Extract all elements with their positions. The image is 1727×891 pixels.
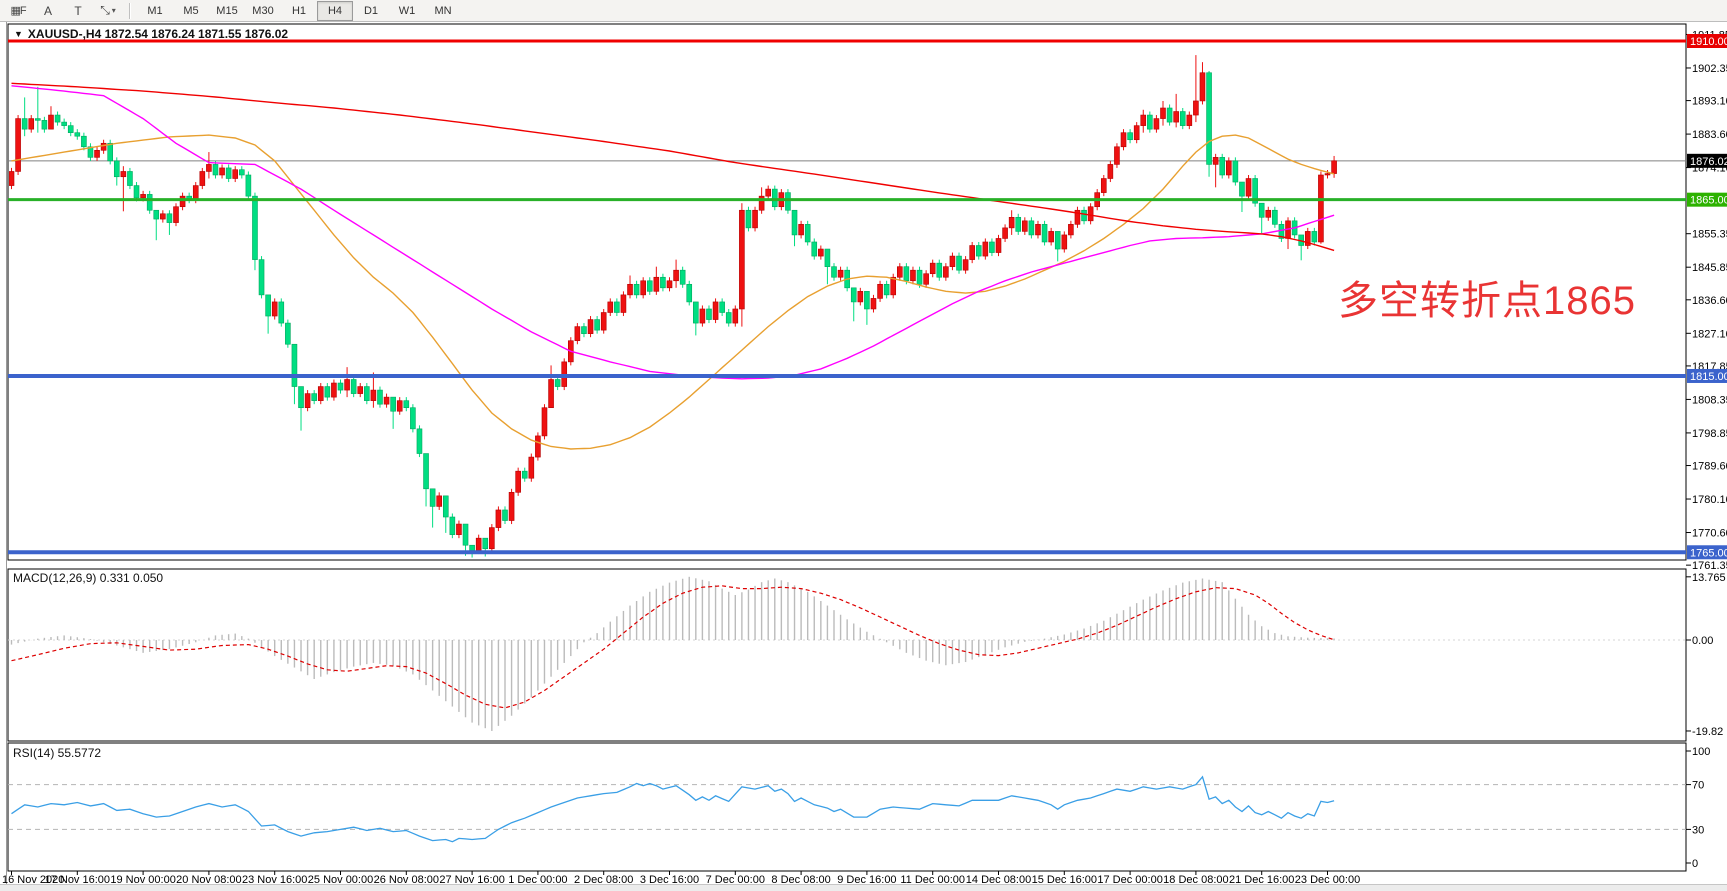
svg-text:1865.00: 1865.00 [1690, 195, 1727, 207]
timeframe-button-m5[interactable]: M5 [183, 4, 199, 17]
collapse-triangle-icon[interactable]: ▼ [14, 29, 23, 39]
rsi-pane[interactable]: 100 70 30 0 [8, 746, 1710, 870]
text-label-icon[interactable]: A [34, 1, 62, 21]
svg-text:26 Nov 08:00: 26 Nov 08:00 [374, 874, 439, 886]
svg-text:1789.60: 1789.60 [1692, 461, 1727, 473]
candlestick-series[interactable] [9, 55, 1337, 558]
svg-text:1780.10: 1780.10 [1692, 494, 1727, 506]
svg-text:100: 100 [1692, 746, 1710, 758]
macd-histogram [10, 576, 1335, 731]
timeframe-button-m1[interactable]: M1 [147, 4, 163, 17]
arrows-glyph: ⤡ [100, 3, 110, 17]
svg-text:13.765: 13.765 [1692, 572, 1726, 584]
svg-text:11 Dec 00:00: 11 Dec 00:00 [900, 874, 965, 886]
symbol-header: ▼ XAUUSD-,H4 1872.54 1876.24 1871.55 187… [14, 27, 288, 41]
svg-text:20 Nov 08:00: 20 Nov 08:00 [176, 874, 241, 886]
macd-pane[interactable]: 13.765 0.00 -19.82 [8, 572, 1726, 738]
toolbar: ▦F A T ⤡ ▾ M1 M5 M15 M30 H1 H4 D1 W1 MN [0, 0, 1727, 22]
svg-text:2 Dec 08:00: 2 Dec 08:00 [574, 874, 633, 886]
svg-text:1902.35: 1902.35 [1692, 63, 1727, 75]
svg-text:23 Nov 16:00: 23 Nov 16:00 [242, 874, 307, 886]
svg-text:1836.60: 1836.60 [1692, 295, 1727, 307]
macd-signal-line [11, 585, 1335, 709]
svg-text:1798.85: 1798.85 [1692, 428, 1727, 440]
svg-text:7 Dec 00:00: 7 Dec 00:00 [706, 874, 765, 886]
svg-text:15 Dec 16:00: 15 Dec 16:00 [1032, 874, 1097, 886]
svg-text:9 Dec 16:00: 9 Dec 16:00 [837, 874, 896, 886]
svg-text:21 Dec 16:00: 21 Dec 16:00 [1229, 874, 1294, 886]
ma-red [11, 82, 1335, 252]
toolbar-separator [129, 2, 130, 19]
svg-text:14 Dec 08:00: 14 Dec 08:00 [966, 874, 1031, 886]
svg-text:17 Dec 00:00: 17 Dec 00:00 [1097, 874, 1162, 886]
svg-text:1845.85: 1845.85 [1692, 262, 1727, 274]
text-box-glyph: T [74, 3, 82, 18]
main-chart-pane[interactable] [8, 55, 1686, 558]
timeframe-button-m15[interactable]: M15 [216, 4, 238, 17]
symbol-ohlc-text: XAUUSD-,H4 1872.54 1876.24 1871.55 1876.… [27, 27, 289, 41]
svg-text:1 Dec 00:00: 1 Dec 00:00 [508, 874, 567, 886]
svg-text:1910.00: 1910.00 [1690, 36, 1727, 48]
svg-text:1808.35: 1808.35 [1692, 394, 1727, 406]
svg-text:1876.02: 1876.02 [1690, 156, 1727, 168]
svg-text:8 Dec 08:00: 8 Dec 08:00 [771, 874, 830, 886]
timeframe-button-w1[interactable]: W1 [398, 4, 416, 17]
price-axis[interactable]: 1911.851902.351893.101883.601874.101855.… [1686, 29, 1727, 572]
svg-text:1761.35: 1761.35 [1692, 560, 1727, 572]
svg-text:-19.82: -19.82 [1692, 726, 1723, 738]
svg-text:1893.10: 1893.10 [1692, 96, 1727, 108]
text-box-icon[interactable]: T [64, 1, 92, 21]
timeframe-group: M1 M5 M15 M30 H1 H4 D1 W1 MN [137, 0, 461, 21]
svg-text:1765.00: 1765.00 [1690, 547, 1727, 559]
svg-text:1815.00: 1815.00 [1690, 371, 1727, 383]
svg-text:16 Nov 2020: 16 Nov 2020 [2, 874, 64, 886]
svg-text:3 Dec 16:00: 3 Dec 16:00 [640, 874, 699, 886]
text-label-glyph: A [43, 3, 52, 18]
svg-text:70: 70 [1692, 780, 1704, 792]
timeframe-button-h1[interactable]: H1 [291, 4, 307, 17]
cursor-arrows-icon[interactable]: ⤡ ▾ [94, 1, 122, 21]
timeframe-button-d1[interactable]: D1 [363, 4, 379, 17]
chart-annotation-text: 多空转折点1865 [1338, 279, 1636, 323]
window-left-edge [6, 22, 7, 891]
svg-text:1883.60: 1883.60 [1692, 129, 1727, 141]
svg-text:18 Dec 08:00: 18 Dec 08:00 [1163, 874, 1228, 886]
svg-text:25 Nov 00:00: 25 Nov 00:00 [308, 874, 373, 886]
timeframe-button-m30[interactable]: M30 [252, 4, 274, 17]
svg-text:23 Dec 00:00: 23 Dec 00:00 [1295, 874, 1360, 886]
svg-text:17 Nov 16:00: 17 Nov 16:00 [45, 874, 110, 886]
svg-text:27 Nov 16:00: 27 Nov 16:00 [439, 874, 504, 886]
price-level-lines[interactable] [8, 39, 1686, 555]
grid-icon[interactable]: ▦F [4, 1, 32, 21]
chevron-down-icon: ▾ [111, 6, 116, 15]
svg-text:30: 30 [1692, 824, 1704, 836]
svg-text:1855.35: 1855.35 [1692, 229, 1727, 241]
pane-frames [7, 23, 1687, 872]
macd-indicator-label: MACD(12,26,9) 0.331 0.050 [13, 571, 164, 585]
ma-orange [11, 134, 1335, 450]
svg-text:0: 0 [1692, 858, 1698, 870]
svg-text:1827.10: 1827.10 [1692, 328, 1727, 340]
svg-text:1770.60: 1770.60 [1692, 528, 1727, 540]
svg-text:19 Nov 00:00: 19 Nov 00:00 [110, 874, 175, 886]
grid-icon-glyph: ▦F [10, 5, 26, 17]
rsi-line [11, 775, 1335, 843]
timeframe-button-h4[interactable]: H4 [317, 0, 353, 21]
svg-text:0.00: 0.00 [1692, 635, 1713, 647]
timeframe-button-mn[interactable]: MN [434, 4, 452, 17]
bottom-scrollbar-strip[interactable] [0, 884, 1727, 891]
rsi-indicator-label: RSI(14) 55.5772 [13, 746, 102, 760]
